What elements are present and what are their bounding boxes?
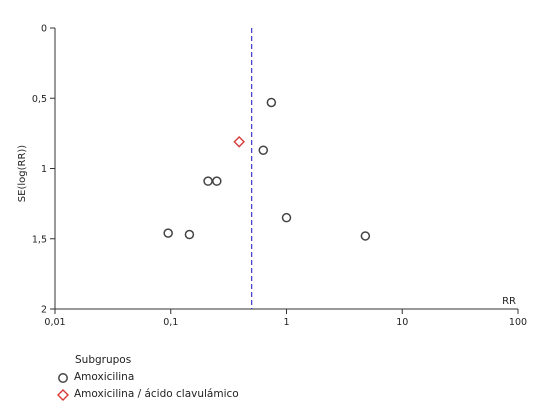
y-axis-label: SE(log(RR)) [17, 145, 28, 203]
data-points [163, 97, 371, 241]
funnel-plot: 0 0,5 1 1,5 20,01 0,1 1 10 100 SE(log(RR)) RR [17, 24, 527, 329]
data-point-circle [163, 228, 173, 238]
diamond-marker-icon [57, 388, 69, 401]
y-tick-label: 1,5 [32, 234, 47, 245]
legend-label: Amoxicilina / ácido clavulámico [74, 388, 239, 400]
circle-marker-icon [58, 372, 68, 383]
x-tick-label: 0,1 [163, 317, 178, 328]
plot-axes: 0 0,5 1 1,5 20,01 0,1 1 10 100 [32, 24, 527, 329]
data-point-circle [258, 145, 269, 155]
data-point-diamond [233, 136, 245, 148]
x-tick-label: 1 [283, 317, 289, 328]
x-tick-label: 100 [509, 317, 527, 328]
y-tick-label: 0 [41, 24, 47, 35]
legend-item-series-1: Amoxicilina [57, 369, 239, 386]
legend-item-series-2: Amoxicilina / ácido clavulámico [57, 386, 239, 403]
x-axis-label: RR [502, 296, 516, 307]
data-point-circle [212, 176, 222, 186]
x-tick-label: 10 [396, 317, 408, 328]
legend-title: Subgrupos [75, 354, 132, 366]
data-point-circle [184, 229, 195, 240]
y-tick-label: 2 [41, 305, 47, 316]
data-point-circle [281, 212, 292, 223]
data-point-circle [203, 176, 213, 186]
y-tick-label: 0,5 [32, 94, 47, 105]
x-tick-label: 0,01 [44, 317, 65, 328]
legend-label: Amoxicilina [74, 371, 135, 383]
data-point-circle [360, 231, 371, 241]
legend: Subgrupos Amoxicilina Amoxicilina / ácid… [57, 352, 239, 403]
y-tick-label: 1 [41, 164, 47, 175]
data-point-circle [266, 97, 277, 108]
